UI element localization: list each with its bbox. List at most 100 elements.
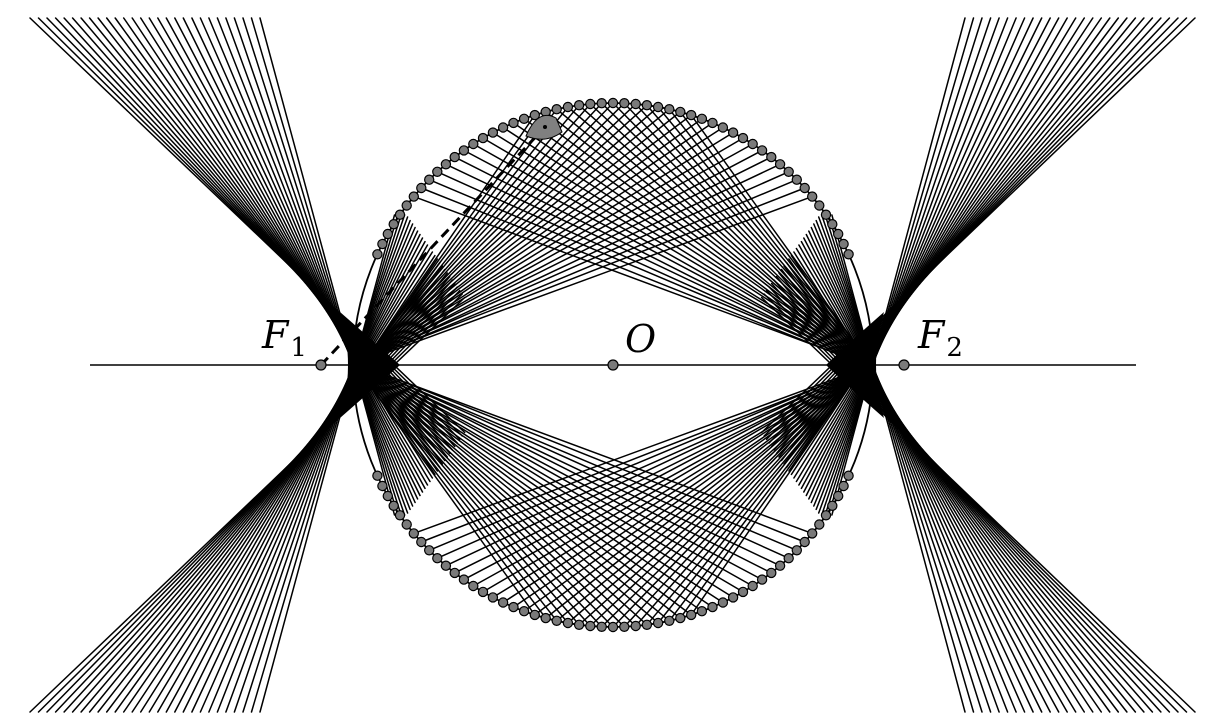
ray-right-upper [815, 17, 1009, 511]
ray-interior-top-to-right [544, 111, 867, 364]
boundary-point [833, 490, 844, 502]
ray-left-upper [242, 17, 402, 516]
ray-left-upper [37, 17, 463, 437]
boundary-point [372, 249, 383, 260]
sight-dashed-line [319, 126, 546, 367]
ray-right-upper [763, 17, 1188, 437]
focus-2-point [898, 359, 910, 371]
ray-interior-top-to-left [355, 195, 813, 365]
boundary-point [372, 470, 383, 481]
ray-interior-top-to-right [512, 122, 867, 365]
ray-interior-top-to-right [612, 102, 869, 364]
ray-right-lower [798, 244, 1068, 713]
ray-interior-bottom-to-left [356, 365, 603, 628]
boundary-point [707, 117, 718, 129]
boundary-point [401, 519, 412, 530]
ray-left-upper [165, 17, 426, 490]
ray-left-lower [242, 214, 402, 713]
ray-interior-top-to-right [523, 118, 867, 364]
boundary-point [664, 615, 675, 627]
ray-interior-bottom-to-left [360, 366, 744, 593]
ray-interior-top-to-left [360, 104, 648, 364]
ray-interior-bottom-to-left [359, 365, 692, 616]
ray-interior-bottom-to-left [357, 366, 614, 628]
boundary-point [508, 117, 519, 129]
ray-interior-bottom-to-right [502, 365, 868, 604]
boundary-point [641, 619, 653, 631]
ray-interior-bottom-to-left [355, 366, 547, 619]
boundary-point [807, 528, 818, 539]
boundary-point [540, 612, 551, 624]
boundary-point [766, 151, 777, 163]
ray-right-upper [800, 17, 1060, 490]
ray-interior-bottom-to-left [361, 365, 754, 587]
ray-right-lower [815, 219, 1009, 713]
boundary-point [551, 615, 562, 627]
ray-interior-top-to-left [357, 143, 754, 364]
ray-interior-top-to-left [358, 126, 724, 365]
boundary-point [707, 601, 718, 613]
ray-interior-top-to-left [356, 149, 763, 365]
boundary-point [843, 470, 854, 481]
boundary-point [747, 138, 758, 150]
boundary-point [477, 586, 489, 598]
ray-right-lower [805, 233, 1043, 713]
boundary-point [727, 127, 739, 138]
ray-interior-bottom-to-right [428, 365, 871, 552]
ray-left-upper [216, 17, 411, 511]
ray-interior-top-to-right [482, 137, 866, 364]
boundary-point [529, 609, 541, 621]
boundary-point [416, 536, 427, 548]
boundary-point [827, 500, 838, 511]
ray-interior-top-to-left [356, 171, 790, 364]
ray-interior-top-to-right [600, 102, 869, 365]
center-point [607, 359, 619, 371]
ray-left-lower [131, 254, 436, 713]
ray-right-upper [827, 17, 975, 516]
ray-interior-top-to-left [362, 104, 580, 364]
boundary-point [774, 560, 786, 571]
boundary-point [508, 601, 519, 613]
boundary-point [727, 592, 739, 603]
ray-interior-bottom-to-right [436, 366, 870, 559]
ray-interior-top-to-right [453, 156, 865, 365]
boundary-point [440, 159, 452, 170]
ray-left-lower [191, 230, 419, 713]
ray-left-upper [208, 17, 414, 507]
ray-interior-bottom-to-left [356, 365, 580, 626]
boundary-point [774, 159, 786, 170]
boundary-point [408, 528, 419, 539]
ray-right-upper [813, 17, 1017, 507]
ray-interior-bottom-to-left [360, 365, 734, 599]
ray-interior-top-to-right [623, 102, 870, 365]
caustic-right [826, 312, 884, 418]
boundary-point [394, 209, 406, 220]
ray-interior-bottom-to-left [361, 365, 773, 574]
ray-left-upper [225, 17, 409, 514]
ray-left-lower [250, 214, 399, 713]
boundary-point [432, 553, 443, 564]
ray-interior-top-to-left [361, 102, 603, 364]
ray-right-upper [790, 17, 1094, 476]
boundary-point [440, 560, 452, 571]
boundary-point [686, 109, 697, 121]
boundary-point [458, 574, 470, 585]
ray-right-upper [810, 17, 1026, 504]
boundary-point [619, 621, 630, 633]
ray-right-lower [803, 237, 1051, 713]
ray-left-upper [63, 17, 456, 448]
ray-interior-bottom-to-left [356, 366, 592, 627]
labels-group: F1 F2 O [261, 313, 963, 363]
ray-interior-bottom-to-right [453, 366, 870, 574]
caustic-left [340, 312, 400, 418]
ray-interior-bottom-to-left [362, 365, 806, 543]
ray-left-upper [250, 17, 399, 516]
ray-left-lower [139, 251, 434, 713]
ray-interior-top-to-right [646, 104, 870, 365]
boundary-point [686, 609, 697, 621]
ray-interior-bottom-to-right [600, 366, 866, 628]
boundary-point [799, 182, 810, 194]
boundary-point [652, 617, 664, 629]
boundary-point [807, 191, 818, 202]
